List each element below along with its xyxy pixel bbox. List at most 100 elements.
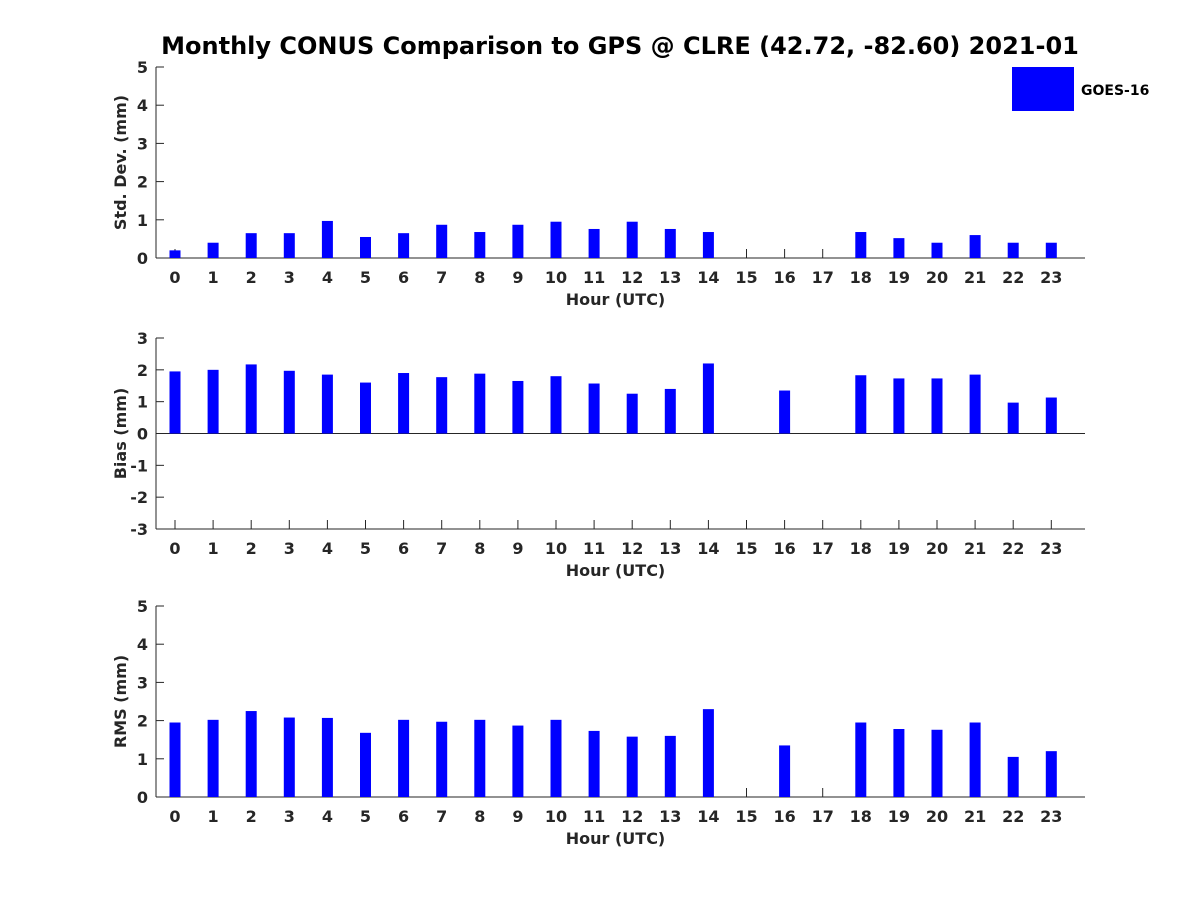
legend-label-goes-16: GOES-16: [1081, 83, 1149, 99]
rms-bar-hour-23: [1045, 751, 1057, 797]
std-dev-bar-hour-5: [360, 236, 371, 258]
std-dev-bar-hour-8: [474, 232, 486, 258]
std-dev-x-tick-label: 8: [474, 268, 485, 287]
rms-x-tick-label: 19: [888, 807, 910, 826]
rms-x-tick-label: 2: [246, 807, 257, 826]
rms-bar-hour-1: [207, 719, 219, 797]
chart-title: Monthly CONUS Comparison to GPS @ CLRE (…: [161, 32, 1079, 60]
rms-x-tick-label: 8: [474, 807, 485, 826]
std-dev-bar-hour-18: [855, 232, 867, 258]
std-dev-bar-hour-3: [283, 233, 295, 258]
std-dev-y-tick-label: 4: [137, 96, 148, 115]
rms-x-tick-label: 13: [659, 807, 681, 826]
rms-y-axis-label: RMS (mm): [111, 655, 130, 748]
bias-x-axis-label: Hour (UTC): [566, 561, 666, 580]
bias-bar-hour-19: [893, 378, 905, 434]
bias-y-tick-label: 0: [137, 425, 148, 444]
rms-bar-hour-3: [283, 717, 295, 797]
bias-bar-hour-1: [207, 369, 219, 434]
rms-bar-hour-7: [436, 721, 448, 797]
bias-x-tick-label: 22: [1002, 539, 1024, 558]
bias-x-tick-label: 8: [474, 539, 485, 558]
rms-bar-hour-0: [169, 722, 181, 797]
std-dev-y-tick-label: 5: [137, 58, 148, 77]
rms-x-tick-label: 10: [545, 807, 567, 826]
bias-bar-hour-11: [588, 383, 600, 434]
bias-bar-hour-20: [931, 378, 943, 434]
std-dev-y-axis-label: Std. Dev. (mm): [111, 95, 130, 230]
bias-bar-hour-6: [398, 373, 410, 434]
std-dev-x-tick-label: 16: [773, 268, 795, 287]
std-dev-bar-hour-1: [207, 242, 219, 258]
bias-bar-hour-22: [1007, 402, 1019, 434]
std-dev-x-tick-label: 14: [697, 268, 719, 287]
bias-x-tick-label: 15: [735, 539, 757, 558]
rms-bar-hour-21: [969, 722, 981, 797]
std-dev-y-tick-label: 0: [137, 249, 148, 268]
rms-bar-hour-14: [702, 709, 714, 797]
rms-bar-hour-9: [512, 725, 524, 797]
rms-x-tick-label: 9: [512, 807, 523, 826]
std-dev-x-tick-label: 5: [360, 268, 371, 287]
rms-bar-hour-4: [321, 717, 333, 797]
rms-y-tick-label: 3: [137, 673, 148, 692]
rms-y-tick-label: 2: [137, 712, 148, 731]
rms-x-tick-label: 3: [284, 807, 295, 826]
rms-x-tick-label: 12: [621, 807, 643, 826]
bias-x-tick-label: 16: [773, 539, 795, 558]
bias-bar-hour-4: [321, 374, 333, 434]
bias-x-tick-label: 3: [284, 539, 295, 558]
rms-x-tick-label: 6: [398, 807, 409, 826]
std-dev-bar-hour-11: [588, 228, 600, 258]
bias-bar-hour-21: [969, 374, 981, 434]
std-dev-x-tick-label: 0: [169, 268, 180, 287]
std-dev-x-tick-label: 6: [398, 268, 409, 287]
rms-bar-hour-19: [893, 729, 905, 797]
bias-x-tick-label: 13: [659, 539, 681, 558]
std-dev-x-tick-label: 10: [545, 268, 567, 287]
bias-y-tick-label: 1: [137, 393, 148, 412]
std-dev-x-tick-label: 20: [926, 268, 948, 287]
rms-y-tick-label: 0: [137, 788, 148, 807]
bias-bar-hour-16: [779, 390, 791, 434]
bias-x-tick-label: 9: [512, 539, 523, 558]
std-dev-x-tick-label: 15: [735, 268, 757, 287]
legend: GOES-16: [1012, 67, 1149, 111]
rms-x-tick-label: 0: [169, 807, 180, 826]
bias-y-tick-label: -1: [130, 456, 148, 475]
std-dev-bar-hour-14: [702, 232, 714, 258]
std-dev-x-tick-label: 11: [583, 268, 605, 287]
rms-x-tick-label: 14: [697, 807, 719, 826]
std-dev-x-tick-label: 22: [1002, 268, 1024, 287]
std-dev-bar-hour-20: [931, 242, 943, 258]
std-dev-bar-hour-7: [436, 224, 448, 258]
std-dev-x-tick-label: 1: [208, 268, 219, 287]
bias-y-axis-label: Bias (mm): [111, 388, 130, 480]
bias-x-tick-label: 10: [545, 539, 567, 558]
std-dev-bar-hour-22: [1007, 242, 1019, 258]
bias-y-tick-label: -2: [130, 488, 148, 507]
bias-bar-hour-14: [702, 363, 714, 434]
bias-bar-hour-5: [360, 382, 371, 434]
rms-x-tick-label: 18: [850, 807, 872, 826]
bias-x-tick-label: 1: [208, 539, 219, 558]
std-dev-y-tick-label: 3: [137, 134, 148, 153]
std-dev-bar-hour-21: [969, 235, 981, 258]
rms-bar-hour-11: [588, 730, 600, 797]
rms-x-tick-label: 15: [735, 807, 757, 826]
std-dev-bar-hour-4: [321, 220, 333, 258]
std-dev-x-tick-label: 7: [436, 268, 447, 287]
std-dev-x-tick-label: 9: [512, 268, 523, 287]
rms-x-tick-label: 20: [926, 807, 948, 826]
std-dev-x-tick-label: 12: [621, 268, 643, 287]
rms-bar-hour-18: [855, 722, 867, 797]
bias-bar-hour-8: [474, 373, 486, 434]
std-dev-x-tick-label: 3: [284, 268, 295, 287]
std-dev-y-tick-label: 1: [137, 211, 148, 230]
rms-x-tick-label: 1: [208, 807, 219, 826]
std-dev-bar-hour-13: [664, 228, 676, 258]
std-dev-y-tick-label: 2: [137, 173, 148, 192]
std-dev-x-tick-label: 23: [1040, 268, 1062, 287]
